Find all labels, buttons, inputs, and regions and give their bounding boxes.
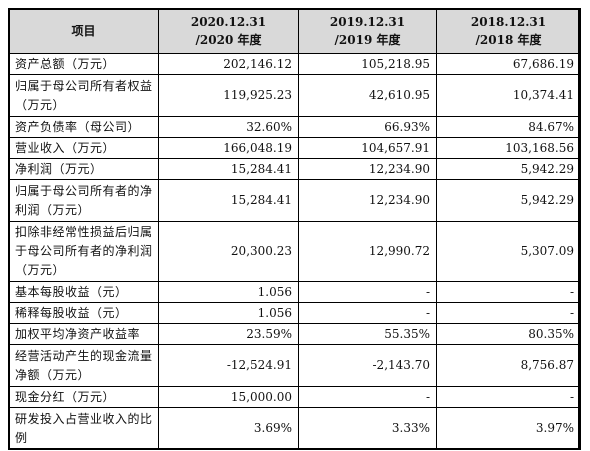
header-item: 项目 [8,8,159,54]
row-label: 归属于母公司所有者的净利润（万元） [8,179,159,222]
header-2019: 2019.12.31 /2019 年度 [298,8,437,54]
row-label: 归属于母公司所有者权益（万元） [8,74,159,117]
value-2018: 80.35% [436,323,581,345]
header-2018: 2018.12.31 /2018 年度 [436,8,581,54]
value-2020: 166,048.19 [158,137,299,159]
header-2020: 2020.12.31 /2020 年度 [158,8,299,54]
header-2020-year: /2020 年度 [195,33,262,47]
value-2018: 10,374.41 [436,74,581,117]
header-2018-date: 2018.12.31 [470,15,547,29]
value-2019: 12,234.90 [298,179,437,222]
table-row: 净利润（万元） 15,284.41 12,234.90 5,942.29 [8,158,581,180]
table-row: 资产总额（万元） 202,146.12 105,218.95 67,686.19 [8,53,581,75]
value-2018: - [436,386,581,408]
row-label: 研发投入占营业收入的比例 [8,407,159,450]
table-row: 现金分红（万元） 15,000.00 - - [8,386,581,408]
value-2019: 3.33% [298,407,437,450]
value-2018: - [436,302,581,324]
value-2020: 202,146.12 [158,53,299,75]
value-2019: 105,218.95 [298,53,437,75]
value-2018: 5,307.09 [436,221,581,282]
table-row: 资产负债率（母公司） 32.60% 66.93% 84.67% [8,116,581,138]
value-2020: 15,284.41 [158,179,299,222]
value-2018: 103,168.56 [436,137,581,159]
row-label: 营业收入（万元） [8,137,159,159]
row-label: 资产总额（万元） [8,53,159,75]
value-2018: 3.97% [436,407,581,450]
table-row: 稀释每股收益（元） 1.056 - - [8,302,581,324]
header-2018-year: /2018 年度 [475,33,542,47]
header-2019-date: 2019.12.31 [329,15,406,29]
row-label: 资产负债率（母公司） [8,116,159,138]
value-2020: 32.60% [158,116,299,138]
table-row: 经营活动产生的现金流量净额（万元） -12,524.91 -2,143.70 8… [8,344,581,387]
value-2019: - [298,281,437,303]
row-label: 基本每股收益（元） [8,281,159,303]
value-2020: 119,925.23 [158,74,299,117]
table-row: 营业收入（万元） 166,048.19 104,657.91 103,168.5… [8,137,581,159]
value-2019: 55.35% [298,323,437,345]
value-2019: - [298,302,437,324]
value-2020: 1.056 [158,281,299,303]
row-label: 现金分红（万元） [8,386,159,408]
row-label: 经营活动产生的现金流量净额（万元） [8,344,159,387]
value-2019: 12,234.90 [298,158,437,180]
value-2020: 23.59% [158,323,299,345]
value-2020: 15,000.00 [158,386,299,408]
value-2018: 5,942.29 [436,158,581,180]
value-2020: 3.69% [158,407,299,450]
value-2018: 67,686.19 [436,53,581,75]
table-row: 加权平均净资产收益率 23.59% 55.35% 80.35% [8,323,581,345]
value-2018: 5,942.29 [436,179,581,222]
row-label: 净利润（万元） [8,158,159,180]
financial-summary-table: 项目 2020.12.31 /2020 年度 2019.12.31 /2019 … [8,8,581,450]
header-2020-date: 2020.12.31 [190,15,267,29]
value-2019: 66.93% [298,116,437,138]
table-row: 归属于母公司所有者的净利润（万元） 15,284.41 12,234.90 5,… [8,179,581,222]
table-row: 扣除非经常性损益后归属于母公司所有者的净利润（万元） 20,300.23 12,… [8,221,581,282]
row-label: 扣除非经常性损益后归属于母公司所有者的净利润（万元） [8,221,159,282]
header-2019-year: /2019 年度 [334,33,401,47]
value-2020: 20,300.23 [158,221,299,282]
value-2019: - [298,386,437,408]
value-2019: 12,990.72 [298,221,437,282]
table-row: 研发投入占营业收入的比例 3.69% 3.33% 3.97% [8,407,581,450]
value-2019: -2,143.70 [298,344,437,387]
value-2018: 84.67% [436,116,581,138]
value-2018: 8,756.87 [436,344,581,387]
table-row: 归属于母公司所有者权益（万元） 119,925.23 42,610.95 10,… [8,74,581,117]
value-2018: - [436,281,581,303]
value-2019: 104,657.91 [298,137,437,159]
value-2020: 1.056 [158,302,299,324]
value-2020: 15,284.41 [158,158,299,180]
row-label: 稀释每股收益（元） [8,302,159,324]
value-2020: -12,524.91 [158,344,299,387]
table-row: 基本每股收益（元） 1.056 - - [8,281,581,303]
header-row: 项目 2020.12.31 /2020 年度 2019.12.31 /2019 … [8,8,581,54]
row-label: 加权平均净资产收益率 [8,323,159,345]
value-2019: 42,610.95 [298,74,437,117]
